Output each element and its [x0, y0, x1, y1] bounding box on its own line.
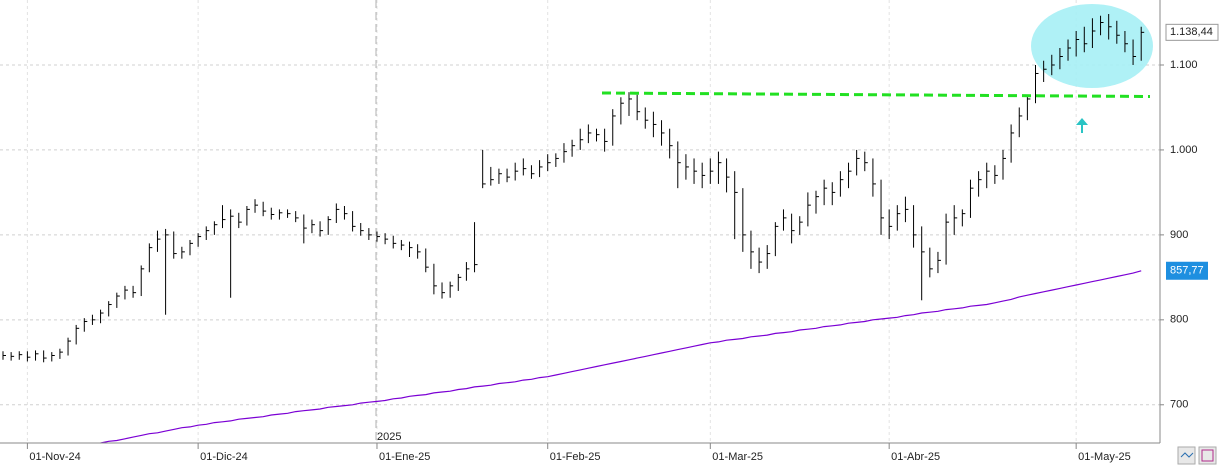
up-arrow: [1076, 118, 1088, 133]
save-icon: [1201, 449, 1214, 462]
y-tick-label: 1.100: [1170, 59, 1198, 71]
moving-average-line: [100, 270, 1142, 444]
x-tick-label: 01-Dic-24: [200, 451, 248, 463]
ma-price-box: [1166, 261, 1208, 280]
last-price-box: [1165, 23, 1219, 41]
save-button[interactable]: [1198, 446, 1217, 465]
x-tick-label: 01-Ene-25: [379, 451, 430, 463]
y-tick-label: 1.000: [1170, 144, 1198, 156]
y-tick-label: 800: [1170, 314, 1188, 326]
x-tick-label: 01-Abr-25: [891, 451, 940, 463]
resistance-line: [601, 91, 1151, 98]
x-tick-label: 01-May-25: [1078, 451, 1131, 463]
x-tick-label: 01-Feb-25: [550, 451, 601, 463]
y-tick-label: 700: [1170, 399, 1188, 411]
y-tick-label: 900: [1170, 229, 1188, 241]
ma-price-label: 857,77: [1170, 265, 1204, 277]
axes: 1.100 1.000 900 800 700 01-Nov-24 01-Dic-24 01-…: [26, 23, 1219, 463]
x-tick-label: 01-Mar-25: [712, 451, 763, 463]
last-price-label: 1.138,44: [1170, 26, 1213, 38]
plot-area: [0, 0, 1160, 444]
year-label: 2025: [377, 431, 401, 443]
x-tick-label: 01-Nov-24: [29, 451, 80, 463]
price-bars: [2, 14, 1145, 363]
zoom-icon: [1180, 452, 1194, 458]
zoom-button[interactable]: [1177, 446, 1196, 465]
